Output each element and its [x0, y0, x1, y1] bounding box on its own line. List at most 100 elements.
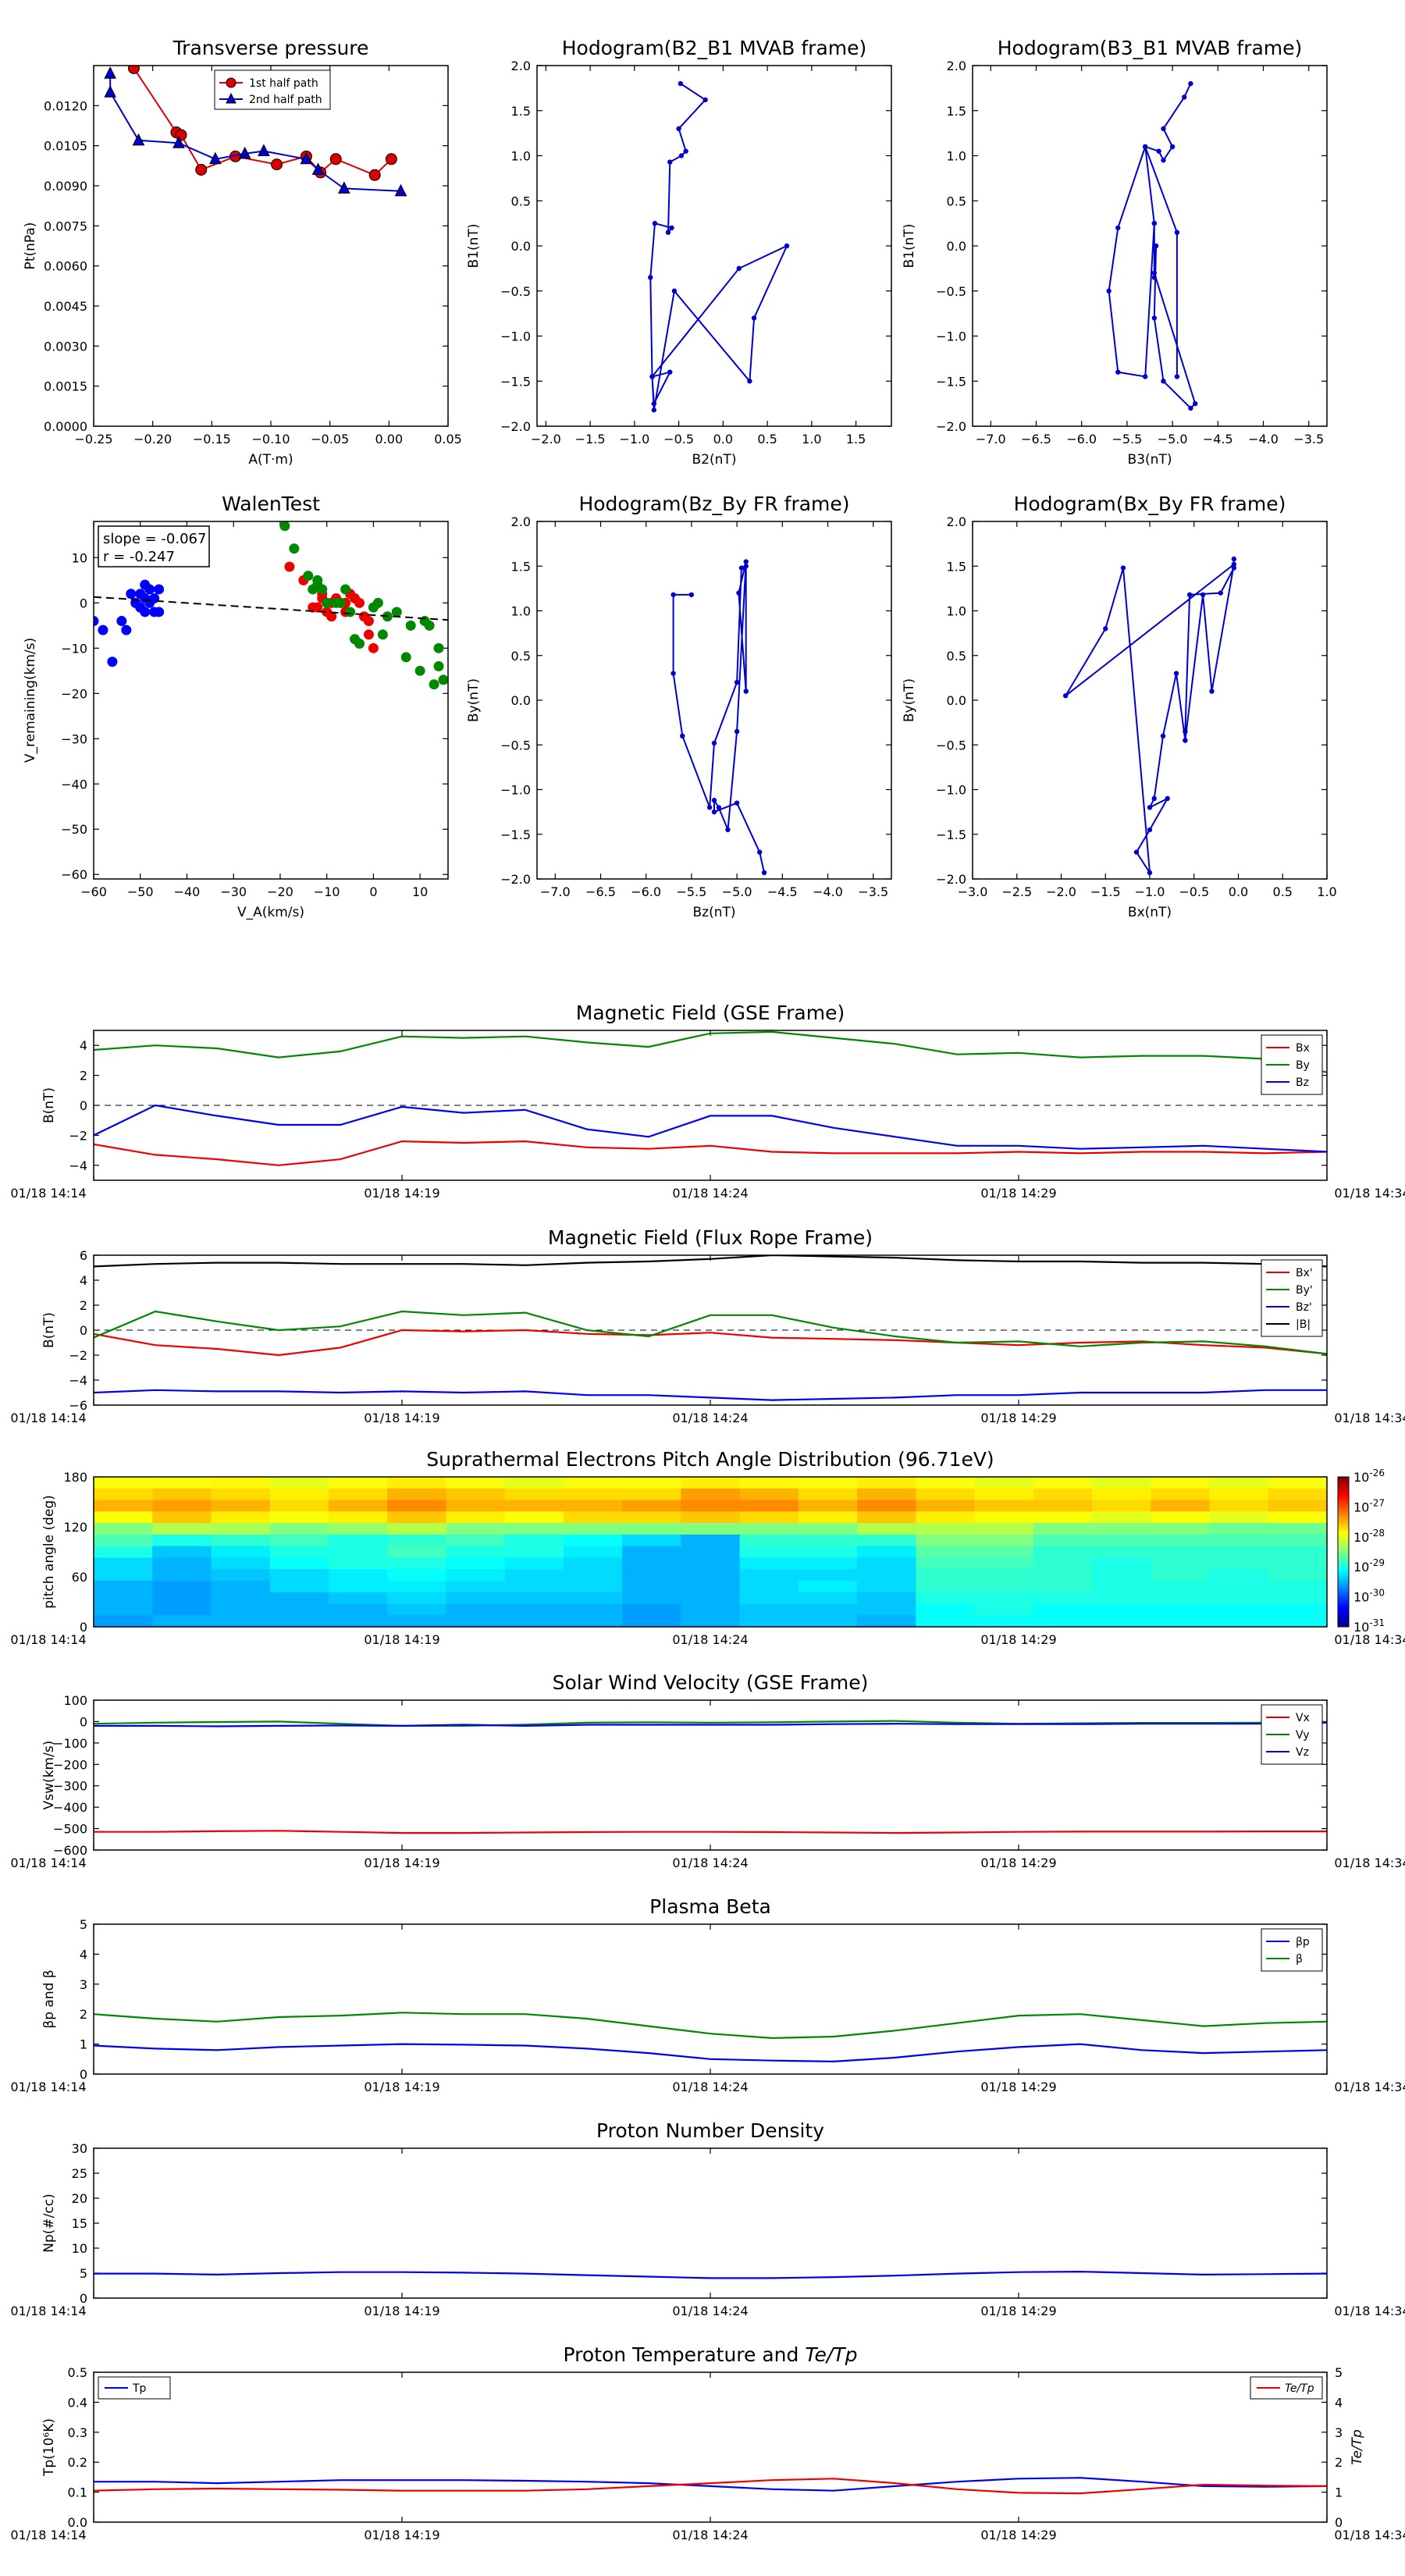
heatmap-cell — [1033, 1488, 1093, 1501]
heatmap-cell — [798, 1488, 858, 1501]
series-line-0 — [672, 561, 765, 873]
y-tick-label: 5 — [80, 1917, 87, 1932]
heatmap-cell — [94, 1511, 153, 1524]
y-axis-label: Tp(10⁶K) — [41, 2418, 57, 2477]
heatmap-cell — [739, 1488, 799, 1501]
y-tick-label: 0 — [80, 2067, 87, 2082]
x-tick-label: 1.5 — [846, 432, 866, 447]
data-point — [300, 151, 313, 165]
y-tick-label: −2.0 — [936, 872, 966, 887]
heatmap-cell — [622, 1615, 681, 1628]
scatter-point — [284, 561, 295, 572]
y-tick-label: 20 — [72, 2191, 87, 2206]
heatmap-cell — [681, 1477, 741, 1489]
series-line-βp — [94, 2043, 1327, 2063]
heatmap-cell — [857, 1500, 916, 1512]
y-tick-label: −2 — [69, 1128, 87, 1143]
x-tick-label: −0.5 — [1179, 884, 1209, 899]
heatmap-cell — [1033, 1603, 1093, 1616]
y-tick-label: −600 — [53, 1843, 87, 1858]
heatmap-cell — [446, 1500, 506, 1512]
y-tick-label: 1 — [80, 2037, 87, 2052]
y-tick-label: 30 — [72, 2141, 87, 2156]
heatmap-cell — [1268, 1615, 1328, 1628]
y-tick-label: 0.0075 — [44, 219, 87, 233]
data-point — [1142, 144, 1148, 150]
x-tick-label: −7.0 — [976, 432, 1006, 447]
heatmap-cell — [1268, 1511, 1328, 1524]
heatmap-cell — [916, 1569, 976, 1582]
x-tick-label: −3.5 — [858, 884, 888, 899]
heatmap-cell — [739, 1615, 799, 1628]
y-tick-label: 2.0 — [947, 514, 966, 529]
data-point — [1161, 126, 1166, 132]
x-tick-label: −2.5 — [1001, 884, 1032, 899]
heatmap-cell — [974, 1592, 1034, 1605]
legend-label: Bx' — [1296, 1267, 1313, 1279]
scatter-point — [405, 620, 416, 631]
scatter-point — [279, 521, 290, 532]
data-point — [738, 565, 745, 571]
scatter-point — [363, 616, 374, 627]
heatmap-cell — [1151, 1615, 1211, 1628]
scatter-point — [438, 674, 448, 685]
heatmap-cell — [446, 1603, 506, 1616]
heatmap-cell — [152, 1546, 212, 1558]
heatmap-cell — [446, 1488, 506, 1501]
heatmap-cell — [1209, 1557, 1269, 1570]
legend-marker — [226, 92, 237, 104]
heatmap-cell — [1209, 1615, 1269, 1628]
data-point — [1193, 400, 1198, 407]
heatmap-cell — [739, 1557, 799, 1570]
heatmap-cell — [269, 1500, 329, 1512]
y-tick-label: 0.0 — [947, 693, 966, 708]
heatmap-cell — [211, 1477, 271, 1489]
data-point — [711, 798, 717, 803]
heatmap-cell — [387, 1557, 447, 1570]
data-point — [109, 49, 120, 60]
heatmap-cell — [152, 1569, 212, 1582]
heatmap-cell — [269, 1488, 329, 1501]
heatmap-cell — [563, 1603, 623, 1616]
y-tick-label: −1.0 — [500, 329, 531, 344]
x-tick-label: 01/18 14:14 — [10, 1856, 86, 1870]
y-tick-label: −100 — [53, 1736, 87, 1751]
heatmap-cell — [1151, 1580, 1211, 1593]
heatmap-cell — [798, 1557, 858, 1570]
x-tick-label: −3.0 — [958, 884, 988, 899]
data-point — [736, 265, 742, 272]
x-tick-label: 01/18 14:24 — [672, 1186, 748, 1201]
legend-label: By — [1296, 1059, 1310, 1072]
axes-frame — [93, 65, 449, 427]
heatmap-cell — [622, 1488, 681, 1501]
x-tick-label: −50 — [127, 884, 154, 899]
scatter-point — [391, 607, 402, 617]
heatmap-cell — [504, 1511, 564, 1524]
y-tick-label: −2 — [69, 1348, 87, 1363]
y-tick-label: −1.0 — [500, 783, 531, 798]
data-point — [1188, 80, 1193, 87]
heatmap-cell — [328, 1523, 388, 1535]
heatmap-cell — [94, 1557, 153, 1570]
scatter-point — [400, 652, 411, 663]
heatmap-cell — [974, 1546, 1034, 1558]
data-point — [1231, 565, 1237, 571]
scatter-point — [368, 642, 379, 653]
y-tick-label: 15 — [72, 2216, 87, 2231]
y-tick-label: 1.0 — [947, 604, 966, 619]
x-tick-label: 0.05 — [434, 432, 462, 447]
y-tick-label: 0.0090 — [44, 179, 87, 194]
data-point — [667, 159, 673, 165]
y-right-tick-label: 4 — [1335, 2395, 1343, 2410]
y-tick-label: 2 — [80, 1069, 87, 1083]
heatmap-cell — [1151, 1488, 1211, 1501]
data-layer — [104, 49, 407, 197]
x-tick-label: 01/18 14:34 — [1334, 1632, 1405, 1647]
heatmap-cell — [916, 1580, 976, 1593]
x-tick-label: 01/18 14:19 — [364, 1632, 439, 1647]
y-tick-label: 0.0000 — [44, 419, 87, 434]
data-point — [1173, 671, 1179, 676]
heatmap-cell — [739, 1580, 799, 1593]
scatter-point — [363, 629, 374, 640]
scatter-point — [354, 639, 365, 649]
